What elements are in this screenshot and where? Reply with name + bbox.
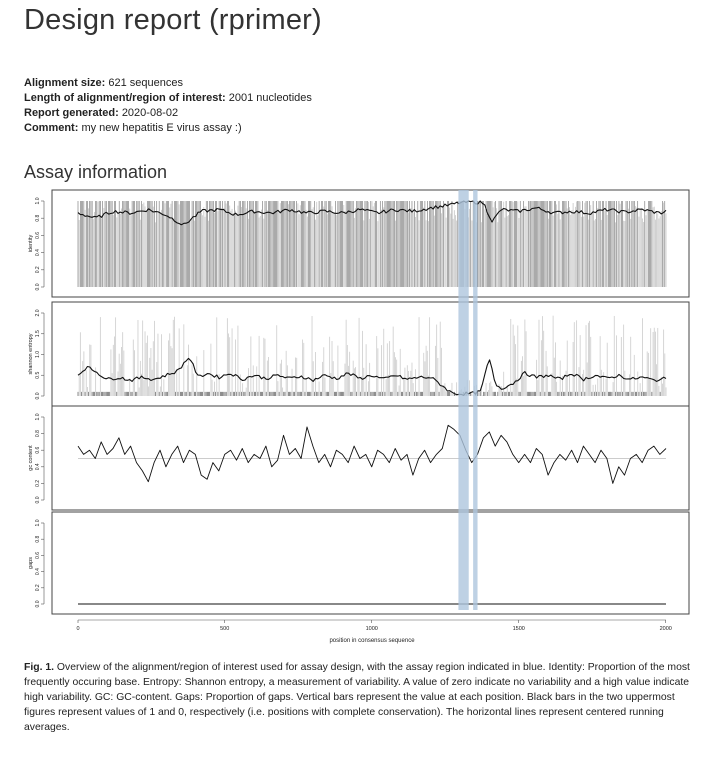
- y-tick-label: 0.2: [35, 480, 41, 487]
- caption-text: Overview of the alignment/region of inte…: [24, 662, 690, 733]
- y-axis-label: identity: [28, 235, 34, 253]
- panel-frame: [51, 405, 690, 511]
- panel-identity: identity 0.0 0.2 0.4 0.6 0.8 1.0: [28, 189, 690, 298]
- y-tick-label: 1.0: [35, 413, 41, 420]
- figure-caption: Fig. 1. Overview of the alignment/region…: [24, 660, 704, 735]
- y-tick-label: 0.5: [35, 372, 41, 379]
- y-tick-label: 1.5: [35, 330, 41, 337]
- y-tick-label: 1.0: [35, 351, 41, 358]
- y-tick-label: 1.0: [35, 197, 41, 204]
- caption-label: Fig. 1.: [24, 662, 55, 673]
- panel-shannon-entropy: shannon entropy 0.0 0.5 1.0 1.5 2.0: [28, 301, 690, 407]
- series-line: [77, 200, 667, 226]
- report-metadata: Alignment size: 621 sequences Length of …: [24, 76, 312, 136]
- x-tick-label: 2000: [660, 626, 672, 632]
- meta-comment: Comment: my new hepatitis E virus assay …: [24, 122, 242, 134]
- page-title: Design report (rprimer): [24, 4, 322, 36]
- series-line: [77, 424, 667, 484]
- x-tick-label: 1000: [366, 626, 378, 632]
- y-tick-label: 0.6: [35, 552, 41, 559]
- y-tick-label: 0.6: [35, 447, 41, 454]
- x-tick-label: 500: [220, 626, 229, 632]
- panel-gc-content: gc content 0.0 0.2 0.4 0.6 0.8 1.0: [28, 405, 690, 511]
- meta-alignment-length: Length of alignment/region of interest: …: [24, 92, 312, 104]
- y-axis-label: shannon entropy: [28, 333, 34, 374]
- x-axis-label: position in consensus sequence: [329, 638, 415, 644]
- panel-gaps: gaps 0.0 0.2 0.4 0.6 0.8 1.0: [28, 511, 690, 615]
- y-tick-label: 0.4: [35, 568, 41, 575]
- y-tick-label: 0.6: [35, 232, 41, 239]
- y-tick-label: 0.2: [35, 266, 41, 273]
- y-tick-label: 0.0: [35, 392, 41, 399]
- y-tick-label: 0.0: [35, 600, 41, 607]
- y-tick-label: 0.0: [35, 496, 41, 503]
- y-tick-label: 1.0: [35, 519, 41, 526]
- panel-frame: [51, 511, 690, 615]
- meta-report-generated: Report generated: 2020-08-02: [24, 107, 179, 119]
- y-axis-label: gaps: [28, 557, 34, 569]
- y-tick-label: 0.8: [35, 215, 41, 222]
- section-title: Assay information: [24, 162, 168, 182]
- y-tick-label: 0.8: [35, 536, 41, 543]
- assay-region-highlight: [473, 190, 478, 610]
- y-tick-label: 0.0: [35, 283, 41, 290]
- assay-region-highlight: [458, 190, 469, 610]
- series-line: [77, 357, 667, 396]
- y-axis-label: gc content: [28, 445, 34, 471]
- y-tick-label: 2.0: [35, 309, 41, 316]
- x-tick-label: 1500: [513, 626, 525, 632]
- y-tick-label: 0.2: [35, 584, 41, 591]
- y-tick-label: 0.8: [35, 430, 41, 437]
- x-tick-label: 0: [76, 626, 79, 632]
- meta-alignment-size: Alignment size: 621 sequences: [24, 77, 183, 89]
- y-tick-label: 0.4: [35, 463, 41, 470]
- y-tick-label: 0.4: [35, 249, 41, 256]
